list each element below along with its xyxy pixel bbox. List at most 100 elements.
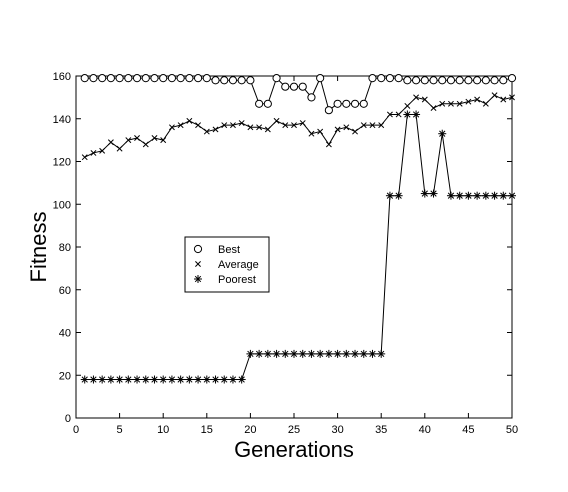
data-point-poorest: [508, 191, 516, 200]
data-point-best: [359, 99, 368, 108]
data-point-poorest: [194, 375, 203, 384]
data-point-average: [421, 96, 428, 103]
data-point-best: [438, 76, 447, 85]
data-point-poorest: [220, 375, 229, 384]
data-point-best: [150, 74, 159, 83]
data-point-poorest: [185, 375, 194, 384]
data-point-poorest: [481, 191, 490, 200]
data-point-average: [238, 120, 245, 126]
data-point-poorest: [394, 191, 403, 200]
data-point-average: [413, 94, 420, 101]
data-point-poorest: [237, 375, 246, 384]
data-point-average: [334, 126, 341, 133]
data-point-average: [116, 145, 123, 152]
data-point-average: [500, 96, 507, 103]
data-point-best: [350, 99, 360, 108]
data-point-poorest: [115, 375, 124, 384]
data-point-poorest: [133, 375, 142, 384]
data-point-poorest: [377, 349, 386, 358]
data-point-best: [446, 76, 456, 85]
data-point-poorest: [499, 191, 508, 200]
y-tick-label: 160: [53, 71, 71, 83]
data-point-average: [378, 122, 385, 129]
data-point-poorest: [281, 349, 290, 358]
data-point-best: [202, 74, 211, 83]
data-point-poorest: [438, 129, 447, 138]
data-point-average: [212, 126, 219, 133]
data-point-average: [90, 149, 97, 156]
data-point-poorest: [263, 349, 272, 358]
y-tick-label: 20: [59, 370, 71, 382]
legend-label-average: Average: [218, 259, 259, 271]
data-point-poorest: [159, 375, 168, 384]
y-tick-label: 40: [59, 328, 71, 340]
data-point-poorest: [403, 110, 412, 119]
data-point-best: [377, 74, 386, 83]
y-tick-label: 80: [59, 242, 71, 254]
data-point-best: [403, 76, 412, 85]
data-point-poorest: [324, 349, 333, 358]
data-point-best: [89, 74, 98, 83]
data-point-best: [490, 76, 499, 85]
data-point-average: [352, 128, 358, 135]
data-point-average: [134, 135, 140, 141]
data-point-average: [230, 122, 236, 129]
data-point-best: [481, 76, 490, 85]
data-point-poorest: [316, 349, 325, 358]
y-tick-label: 120: [53, 157, 71, 169]
data-point-best: [272, 74, 281, 83]
series-line-average: [84, 94, 513, 158]
data-point-average: [282, 122, 289, 129]
y-tick-label: 140: [53, 114, 71, 126]
data-point-poorest: [351, 349, 360, 358]
series-average: [81, 92, 515, 161]
data-point-average: [325, 141, 332, 148]
data-point-best: [228, 76, 238, 85]
data-point-poorest: [473, 191, 482, 200]
series-best: [80, 74, 517, 115]
plot-frame: [75, 75, 513, 419]
data-point-poorest: [446, 191, 455, 200]
data-point-average: [448, 100, 454, 107]
data-point-poorest: [333, 349, 342, 358]
data-point-average: [474, 96, 481, 103]
data-point-best: [106, 74, 115, 83]
data-point-best: [307, 93, 316, 102]
y-tick-label: 0: [65, 413, 71, 425]
data-point-poorest: [211, 375, 220, 384]
data-point-best: [80, 74, 89, 83]
data-point-best: [211, 76, 220, 85]
data-point-best: [455, 76, 464, 85]
data-point-poorest: [429, 189, 438, 198]
data-point-poorest: [202, 375, 211, 384]
legend-label-best: Best: [218, 244, 240, 256]
data-point-poorest: [307, 349, 316, 358]
data-point-poorest: [290, 349, 298, 358]
data-point-best: [316, 74, 325, 83]
data-point-poorest: [420, 189, 429, 198]
data-point-poorest: [255, 349, 264, 358]
data-point-best: [473, 76, 482, 85]
data-point-average: [221, 122, 228, 129]
data-point-poorest: [141, 375, 150, 384]
x-axis-title: Generations: [234, 437, 354, 462]
y-axis-title: Fitness: [26, 212, 51, 283]
data-point-average: [456, 100, 463, 107]
data-point-best: [167, 74, 177, 83]
data-point-poorest: [150, 375, 159, 384]
data-point-best: [98, 74, 107, 83]
legend-label-poorest: Poorest: [218, 274, 256, 286]
data-point-best: [429, 76, 438, 85]
data-point-best: [159, 74, 168, 83]
data-point-poorest: [412, 110, 421, 119]
legend: Best Average Poorest: [184, 236, 270, 293]
data-point-poorest: [368, 349, 377, 358]
data-point-best: [185, 74, 194, 83]
data-point-poorest: [490, 191, 499, 200]
data-point-best: [411, 76, 421, 85]
data-point-average: [273, 117, 280, 124]
y-tick-label: 60: [59, 285, 71, 297]
data-point-average: [256, 124, 263, 131]
data-point-poorest: [167, 375, 176, 384]
